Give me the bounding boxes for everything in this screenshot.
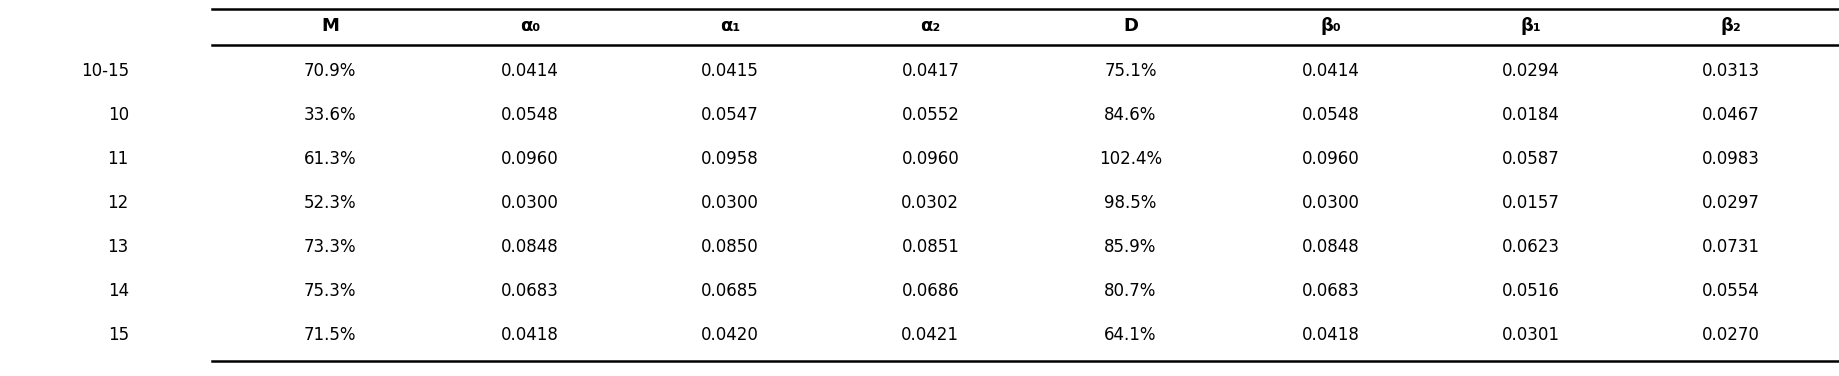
Text: β₂: β₂: [1719, 17, 1740, 35]
Text: 0.0683: 0.0683: [1300, 282, 1359, 300]
Text: 0.0848: 0.0848: [1300, 238, 1359, 256]
Text: 64.1%: 64.1%: [1103, 326, 1157, 344]
Text: 0.0548: 0.0548: [500, 106, 559, 124]
Text: 0.0157: 0.0157: [1501, 194, 1559, 212]
Text: 0.0731: 0.0731: [1701, 238, 1758, 256]
Text: β₁: β₁: [1519, 17, 1541, 35]
Text: 0.0547: 0.0547: [701, 106, 760, 124]
Text: 0.0587: 0.0587: [1501, 150, 1559, 168]
Text: α₂: α₂: [920, 17, 940, 35]
Text: 0.0850: 0.0850: [701, 238, 760, 256]
Text: M: M: [322, 17, 338, 35]
Text: 0.0552: 0.0552: [901, 106, 958, 124]
Text: 0.0294: 0.0294: [1501, 62, 1559, 80]
Text: 12: 12: [107, 194, 129, 212]
Text: 15: 15: [109, 326, 129, 344]
Text: 0.0313: 0.0313: [1701, 62, 1758, 80]
Text: 73.3%: 73.3%: [303, 238, 357, 256]
Text: 102.4%: 102.4%: [1098, 150, 1162, 168]
Text: 0.0297: 0.0297: [1701, 194, 1758, 212]
Text: 0.0983: 0.0983: [1701, 150, 1758, 168]
Text: 0.0302: 0.0302: [901, 194, 958, 212]
Text: D: D: [1122, 17, 1137, 35]
Text: 0.0300: 0.0300: [701, 194, 760, 212]
Text: 0.0467: 0.0467: [1701, 106, 1758, 124]
Text: 0.0184: 0.0184: [1501, 106, 1559, 124]
Text: 0.0414: 0.0414: [500, 62, 559, 80]
Text: α₀: α₀: [520, 17, 541, 35]
Text: 85.9%: 85.9%: [1103, 238, 1157, 256]
Text: 0.0421: 0.0421: [901, 326, 958, 344]
Text: 0.0420: 0.0420: [701, 326, 760, 344]
Text: 0.0958: 0.0958: [701, 150, 760, 168]
Text: 0.0623: 0.0623: [1501, 238, 1559, 256]
Text: 80.7%: 80.7%: [1103, 282, 1157, 300]
Text: 0.0848: 0.0848: [500, 238, 559, 256]
Text: 0.0960: 0.0960: [500, 150, 559, 168]
Text: 75.1%: 75.1%: [1103, 62, 1157, 80]
Text: α₁: α₁: [719, 17, 739, 35]
Text: 0.0554: 0.0554: [1701, 282, 1758, 300]
Text: 71.5%: 71.5%: [303, 326, 357, 344]
Text: 0.0686: 0.0686: [901, 282, 958, 300]
Text: 33.6%: 33.6%: [303, 106, 357, 124]
Text: 0.0418: 0.0418: [1300, 326, 1359, 344]
Text: 0.0300: 0.0300: [500, 194, 559, 212]
Text: 0.0301: 0.0301: [1501, 326, 1559, 344]
Text: 98.5%: 98.5%: [1103, 194, 1157, 212]
Text: 52.3%: 52.3%: [303, 194, 357, 212]
Text: 0.0417: 0.0417: [901, 62, 958, 80]
Text: 0.0418: 0.0418: [500, 326, 559, 344]
Text: 10: 10: [109, 106, 129, 124]
Text: 11: 11: [107, 150, 129, 168]
Text: 0.0548: 0.0548: [1300, 106, 1359, 124]
Text: 0.0960: 0.0960: [1300, 150, 1359, 168]
Text: 75.3%: 75.3%: [303, 282, 357, 300]
Text: 84.6%: 84.6%: [1103, 106, 1157, 124]
Text: 10-15: 10-15: [81, 62, 129, 80]
Text: 61.3%: 61.3%: [303, 150, 357, 168]
Text: 14: 14: [109, 282, 129, 300]
Text: 0.0415: 0.0415: [701, 62, 760, 80]
Text: 13: 13: [107, 238, 129, 256]
Text: 0.0516: 0.0516: [1501, 282, 1559, 300]
Text: 0.0685: 0.0685: [701, 282, 760, 300]
Text: 0.0851: 0.0851: [901, 238, 958, 256]
Text: β₀: β₀: [1319, 17, 1341, 35]
Text: 0.0270: 0.0270: [1701, 326, 1758, 344]
Text: 0.0683: 0.0683: [500, 282, 559, 300]
Text: 0.0414: 0.0414: [1300, 62, 1359, 80]
Text: 0.0300: 0.0300: [1300, 194, 1359, 212]
Text: 70.9%: 70.9%: [303, 62, 357, 80]
Text: 0.0960: 0.0960: [901, 150, 958, 168]
